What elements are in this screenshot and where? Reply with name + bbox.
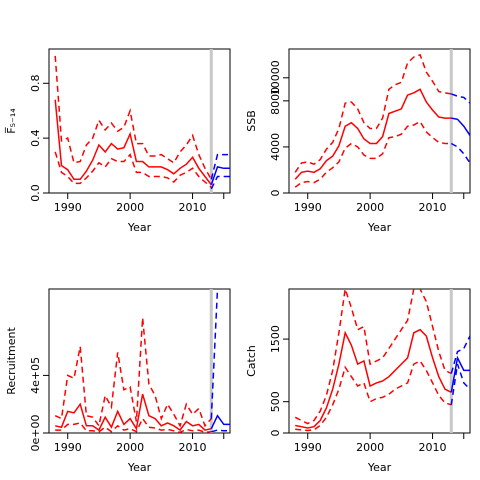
y-tick-label: 4000 xyxy=(269,133,282,161)
series-line-upper xyxy=(54,317,212,428)
series-line-estimate xyxy=(294,88,452,180)
projection-line-upper xyxy=(210,153,230,180)
f-panel: 1990 2000 2010 0.0 0.4 0.8 Year F̅₅₋₁₄ xyxy=(5,48,231,234)
projection-line-estimate xyxy=(451,117,470,136)
y-tick-label: 0 xyxy=(269,430,282,437)
projection-line-lower xyxy=(450,142,470,164)
x-tick-label: 2000 xyxy=(356,441,384,454)
projection-line-estimate xyxy=(450,355,470,393)
x-tick-label: 1990 xyxy=(294,201,322,214)
series-line-upper xyxy=(54,55,212,180)
recruitment-panel: 1990 2000 2010 0e+00 4e+05 Year Recruitment xyxy=(5,288,231,474)
plot-frame xyxy=(48,288,231,434)
projection-line-upper xyxy=(210,289,219,419)
x-tick-label: 2000 xyxy=(356,201,384,214)
plot-frame xyxy=(288,288,471,434)
y-axis-label: Recruitment xyxy=(5,327,18,395)
x-tick-label: 2010 xyxy=(179,441,207,454)
y-axis-label: F̅₅₋₁₄ xyxy=(5,108,18,134)
y-axis-label: Catch xyxy=(245,345,258,377)
plot-frame xyxy=(48,48,231,194)
y-tick-label: 0.4 xyxy=(29,129,42,147)
x-axis-label: Year xyxy=(127,221,152,234)
x-tick-label: 2010 xyxy=(179,201,207,214)
series-line-upper xyxy=(294,289,452,425)
x-tick-label: 2000 xyxy=(116,441,144,454)
y-tick-label: 0.0 xyxy=(29,184,42,202)
series-group xyxy=(294,53,470,188)
x-tick-label: 1990 xyxy=(54,441,82,454)
series-group xyxy=(54,289,230,433)
x-tick-label: 2010 xyxy=(419,201,447,214)
series-line-lower xyxy=(54,151,212,189)
y-tick-label: 0 xyxy=(269,190,282,197)
catch-panel: 1990 2000 2010 0 500 1500 Year Catch xyxy=(245,288,471,474)
projection-line-estimate xyxy=(210,414,230,430)
y-tick-label: 0e+00 xyxy=(29,415,42,452)
projection-line-upper xyxy=(450,335,470,374)
series-line-lower xyxy=(294,120,452,188)
projection-line-estimate xyxy=(210,166,230,186)
x-tick-label: 1990 xyxy=(54,201,82,214)
x-axis-label: Year xyxy=(367,221,392,234)
x-axis-label: Year xyxy=(127,461,152,474)
series-line-lower xyxy=(295,360,452,432)
series-group xyxy=(294,289,470,432)
series-line-lower xyxy=(55,417,212,433)
x-tick-label: 2010 xyxy=(419,441,447,454)
series-line-estimate xyxy=(295,328,452,429)
series-line-estimate xyxy=(54,99,212,186)
y-tick-label: 0.8 xyxy=(29,75,42,93)
series-line-estimate xyxy=(55,393,212,432)
x-tick-label: 1990 xyxy=(294,441,322,454)
projection-line-lower xyxy=(450,363,470,405)
projection-line-lower xyxy=(211,429,230,433)
projection-line-upper xyxy=(451,93,470,104)
y-tick-label: 500 xyxy=(269,391,282,412)
y-axis-label: SSB xyxy=(245,110,258,132)
y-tick-label: 10000 xyxy=(269,60,282,95)
series-group xyxy=(54,55,230,190)
y-tick-label: 8000 xyxy=(269,87,282,115)
series-line-upper xyxy=(294,53,452,173)
x-tick-label: 2000 xyxy=(116,201,144,214)
y-tick-label: 1500 xyxy=(269,325,282,353)
y-tick-label: 4e+05 xyxy=(29,357,42,394)
projection-line-lower xyxy=(210,175,230,190)
x-axis-label: Year xyxy=(367,461,392,474)
plot-frame xyxy=(288,48,471,194)
